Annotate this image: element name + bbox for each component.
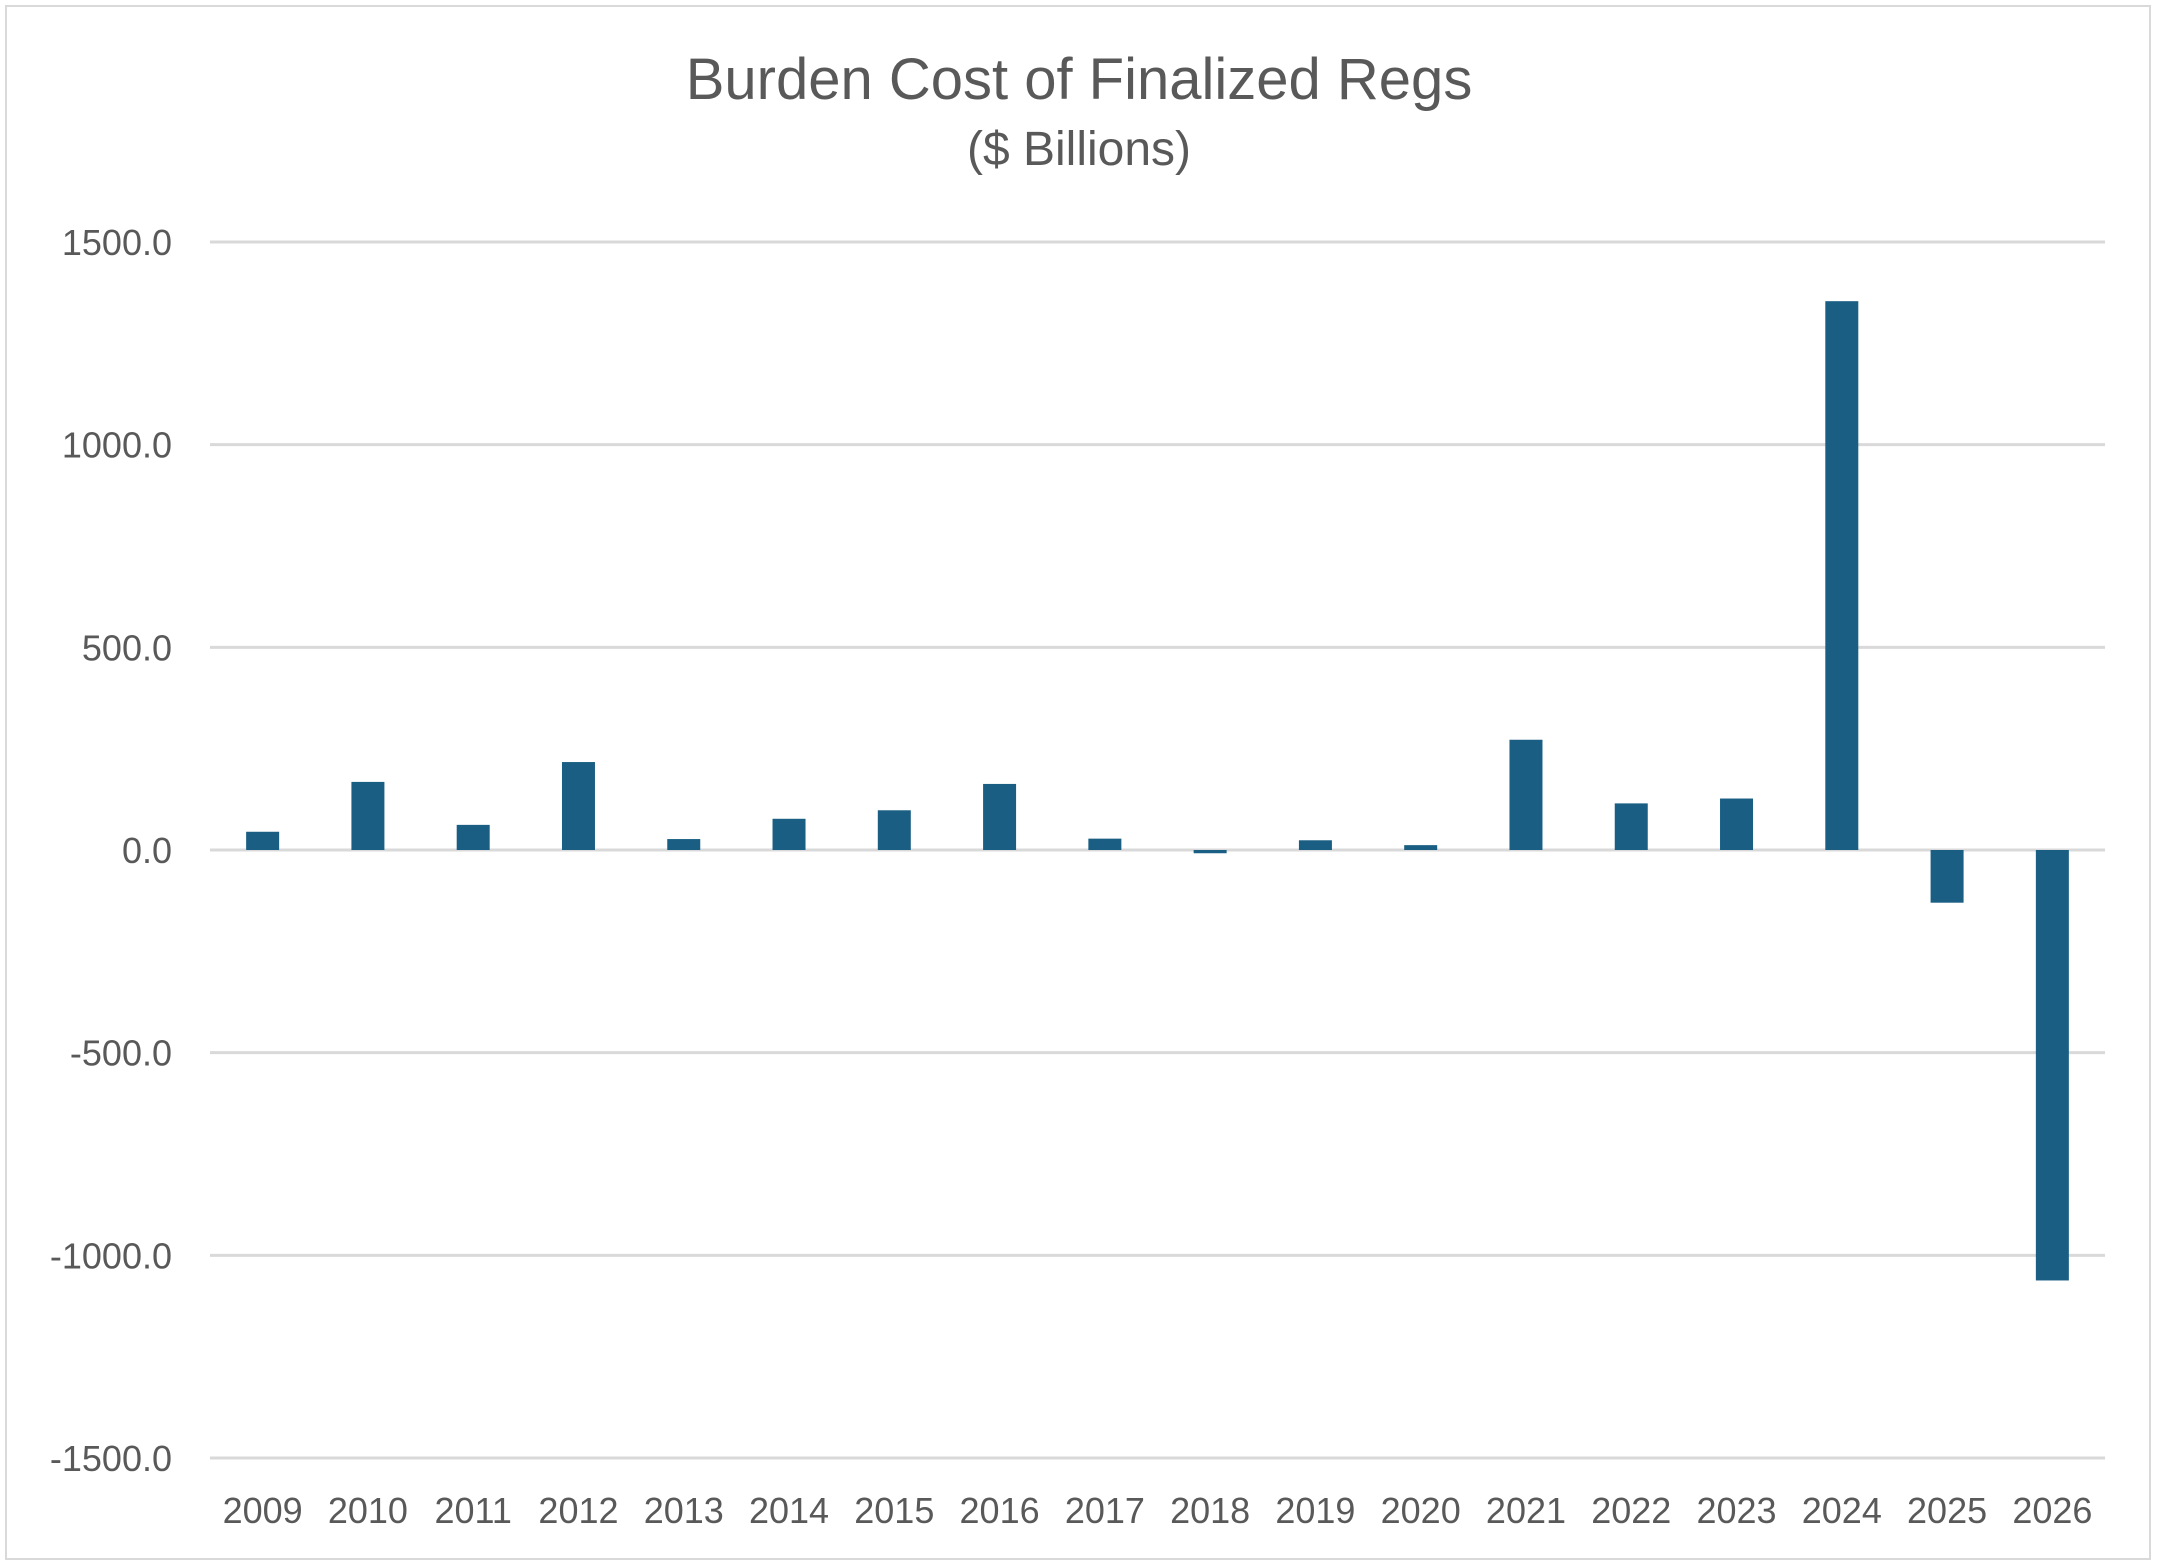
x-tick-label: 2009 [223,1490,303,1531]
x-tick-label: 2023 [1696,1490,1776,1531]
x-tick-label: 2024 [1802,1490,1882,1531]
x-axis-tick-labels: 2009 2010 2011 2012 2013 2014 2015 2016 2017 2018… [223,1490,2093,1531]
x-tick-label: 2016 [960,1490,1040,1531]
y-tick-label: 1500.0 [62,222,172,263]
y-tick-label: 1000.0 [62,425,172,466]
bar-2015 [877,810,911,850]
x-tick-label: 2012 [538,1490,618,1531]
bar-2026 [2035,850,2069,1281]
y-tick-label: -500.0 [70,1033,172,1074]
bar-2014 [772,818,806,850]
y-tick-label: -1000.0 [50,1235,172,1276]
bar-2009 [246,831,280,850]
x-tick-label: 2018 [1170,1490,1250,1531]
x-tick-label: 2015 [854,1490,934,1531]
bar-2024 [1825,301,1859,850]
x-tick-label: 2019 [1275,1490,1355,1531]
bar-2017 [1088,838,1122,850]
y-tick-label: -1500.0 [50,1438,172,1479]
x-tick-label: 2020 [1381,1490,1461,1531]
bar-2022 [1614,803,1648,850]
x-tick-label: 2026 [2012,1490,2092,1531]
x-tick-label: 2010 [328,1490,408,1531]
x-tick-label: 2022 [1591,1490,1671,1531]
bar-2012 [561,762,595,850]
y-tick-label: 0.0 [122,830,172,871]
bar-2019 [1298,840,1332,850]
x-tick-label: 2021 [1486,1490,1566,1531]
chart-subtitle: ($ Billions) [966,123,1192,176]
y-axis-tick-labels: 1500.0 1000.0 500.0 0.0 -500.0 -1000.0 -1500.0 [50,222,172,1479]
x-tick-label: 2011 [434,1490,511,1531]
bars [246,301,2069,1281]
bar-2023 [1720,798,1754,850]
x-tick-label: 2025 [1907,1490,1987,1531]
bar-2020 [1404,845,1438,850]
bar-2025 [1930,850,1964,903]
x-tick-label: 2014 [749,1490,829,1531]
bar-2021 [1509,739,1543,850]
gridlines [210,240,2105,1460]
y-tick-label: 500.0 [82,627,172,668]
bar-2011 [456,824,490,850]
chart-title: Burden Cost of Finalized Regs [685,47,1473,112]
bar-2016 [983,783,1017,850]
bar-2018 [1193,850,1227,854]
bar-2013 [667,839,701,850]
x-tick-label: 2017 [1065,1490,1145,1531]
x-tick-label: 2013 [644,1490,724,1531]
bar-2010 [351,781,385,850]
